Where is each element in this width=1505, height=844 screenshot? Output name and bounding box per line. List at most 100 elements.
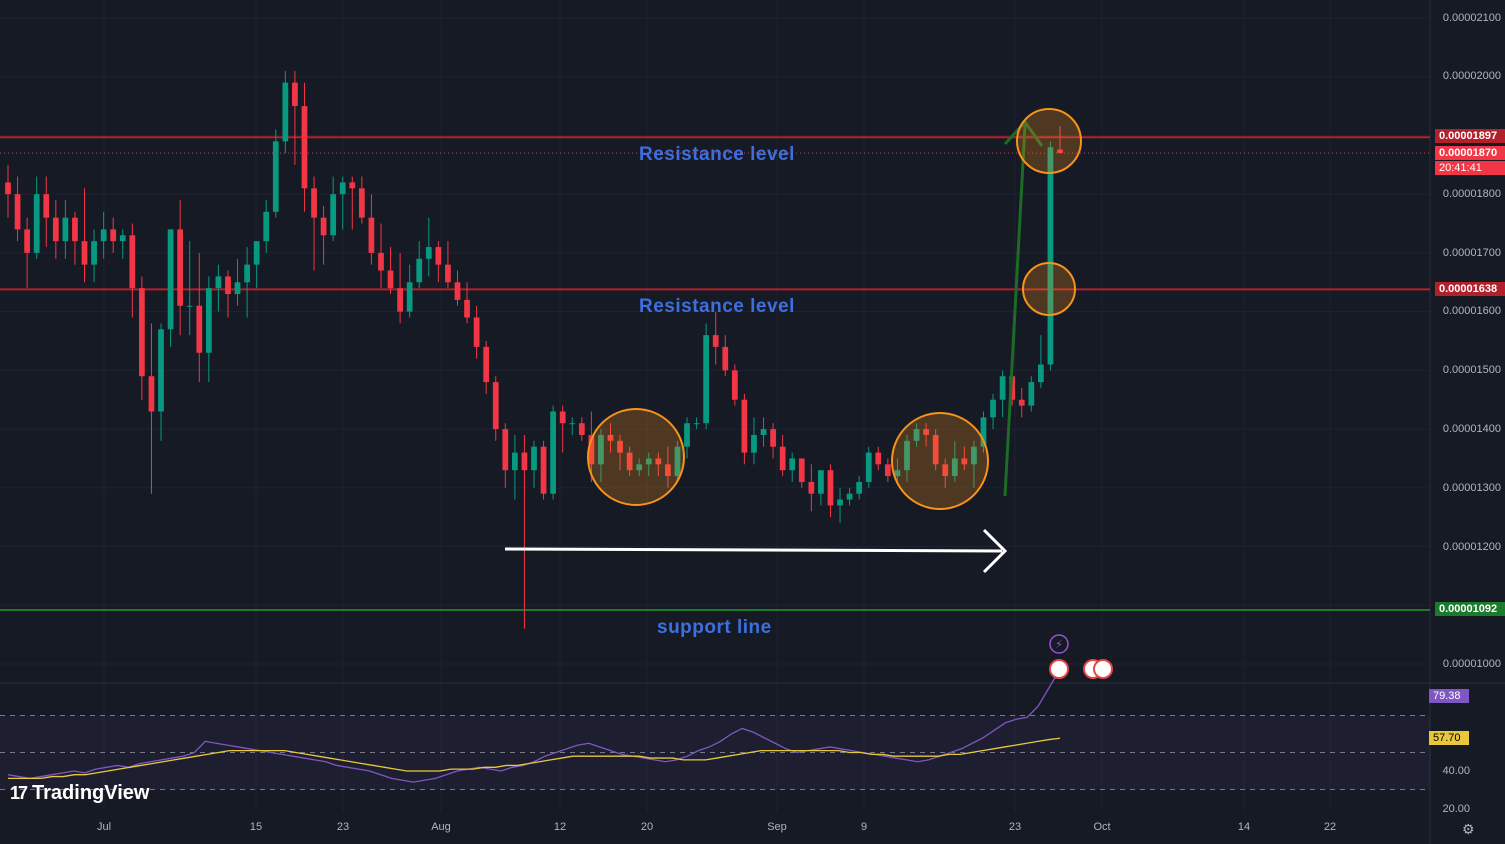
candle-body[interactable]	[884, 464, 891, 477]
lightning-icon[interactable]	[1049, 634, 1069, 654]
candle-body[interactable]	[598, 434, 604, 465]
candle-body[interactable]	[43, 194, 50, 218]
candle-body[interactable]	[454, 282, 461, 300]
candle-body[interactable]	[72, 217, 78, 242]
candle-body[interactable]	[990, 399, 996, 418]
candle-body[interactable]	[712, 335, 719, 347]
candle-body[interactable]	[52, 217, 59, 242]
candle-body[interactable]	[722, 346, 729, 371]
candle-body[interactable]	[483, 346, 490, 383]
candle-body[interactable]	[512, 452, 518, 471]
consolidation-circle-1[interactable]	[587, 408, 685, 506]
candle-body[interactable]	[272, 141, 279, 212]
candle-body[interactable]	[167, 229, 174, 330]
candle-body[interactable]	[818, 470, 824, 494]
us-flag-icon[interactable]	[1093, 659, 1113, 679]
candle-body[interactable]	[244, 264, 250, 283]
candle-body[interactable]	[703, 335, 710, 424]
candle-body[interactable]	[569, 423, 576, 425]
candle-body[interactable]	[158, 329, 164, 412]
candle-body[interactable]	[473, 317, 480, 347]
candle-body[interactable]	[684, 423, 690, 447]
resistance-test-circle[interactable]	[1016, 108, 1082, 174]
candle-body[interactable]	[397, 288, 403, 312]
candle-body[interactable]	[846, 493, 853, 500]
candle-body[interactable]	[148, 376, 155, 412]
candle-body[interactable]	[827, 470, 834, 506]
candle-body[interactable]	[100, 229, 107, 242]
candle-body[interactable]	[5, 182, 11, 195]
candle-body[interactable]	[1047, 147, 1054, 365]
us-flag-icon[interactable]	[1083, 659, 1103, 679]
candle-body[interactable]	[62, 217, 69, 242]
candle-body[interactable]	[234, 282, 241, 295]
candle-body[interactable]	[177, 229, 184, 306]
candle-body[interactable]	[186, 305, 193, 307]
candle-body[interactable]	[904, 440, 910, 471]
candle-body[interactable]	[531, 446, 537, 471]
candle-body[interactable]	[894, 470, 901, 477]
candle-body[interactable]	[1028, 382, 1035, 406]
buy-button[interactable]: 0.00001892 BUY	[163, 36, 251, 68]
candle-body[interactable]	[617, 440, 623, 453]
candle-body[interactable]	[81, 241, 88, 265]
indicators-collapse-button[interactable]: ⌄ 2	[7, 76, 35, 94]
candle-body[interactable]	[607, 434, 614, 441]
candle-body[interactable]	[999, 376, 1006, 400]
us-flag-icon[interactable]	[1049, 659, 1069, 679]
candle-body[interactable]	[387, 270, 394, 289]
candle-body[interactable]	[205, 288, 212, 353]
candle-body[interactable]	[301, 106, 308, 189]
candle-body[interactable]	[540, 446, 547, 494]
candle-body[interactable]	[24, 229, 30, 253]
candle-body[interactable]	[425, 247, 432, 259]
candle-body[interactable]	[913, 429, 920, 441]
uptrend-arrow[interactable]	[1003, 124, 1027, 497]
candle-body[interactable]	[971, 446, 977, 465]
candle-body[interactable]	[263, 211, 270, 242]
candle-body[interactable]	[789, 458, 796, 471]
candle-body[interactable]	[129, 235, 136, 289]
candle-body[interactable]	[368, 217, 375, 253]
candle-body[interactable]	[521, 452, 528, 471]
candle-body[interactable]	[435, 247, 442, 265]
candle-body[interactable]	[282, 82, 289, 142]
candle-body[interactable]	[923, 429, 929, 435]
candle-body[interactable]	[798, 458, 805, 482]
candle-body[interactable]	[808, 481, 815, 494]
candle-body[interactable]	[693, 423, 700, 425]
candle-body[interactable]	[559, 411, 566, 424]
candle-body[interactable]	[14, 194, 21, 230]
candle-body[interactable]	[932, 434, 939, 465]
candle-body[interactable]	[1018, 399, 1025, 406]
resistance-label-upper[interactable]: Resistance level	[639, 144, 795, 165]
candle-body[interactable]	[837, 499, 843, 506]
candle-body[interactable]	[760, 429, 767, 435]
consolidation-circle-2[interactable]	[891, 412, 989, 510]
candle-body[interactable]	[980, 417, 987, 447]
candle-body[interactable]	[951, 458, 958, 477]
candle-body[interactable]	[378, 252, 384, 271]
candle-body[interactable]	[110, 229, 117, 242]
candle-body[interactable]	[358, 188, 365, 218]
candle-body[interactable]	[655, 458, 662, 465]
candle-body[interactable]	[751, 434, 757, 453]
candle-body[interactable]	[492, 382, 499, 430]
candle-body[interactable]	[961, 458, 968, 465]
sell-button[interactable]: 0.00001890 SELL	[6, 36, 94, 68]
candle-body[interactable]	[406, 282, 413, 312]
support-label[interactable]: support line	[657, 617, 772, 638]
candle-body[interactable]	[942, 464, 949, 477]
candle-body[interactable]	[875, 452, 882, 465]
candle-body[interactable]	[731, 370, 738, 400]
candle-body[interactable]	[292, 82, 298, 107]
candle-body[interactable]	[311, 188, 317, 218]
candle-body[interactable]	[1038, 364, 1044, 383]
candle-body[interactable]	[550, 411, 556, 494]
candle-body[interactable]	[91, 241, 97, 265]
rsi-ma-line[interactable]	[8, 737, 1061, 780]
candle-body[interactable]	[320, 217, 327, 236]
candle-body[interactable]	[578, 423, 585, 435]
resistance-label-lower[interactable]: Resistance level	[639, 296, 795, 317]
